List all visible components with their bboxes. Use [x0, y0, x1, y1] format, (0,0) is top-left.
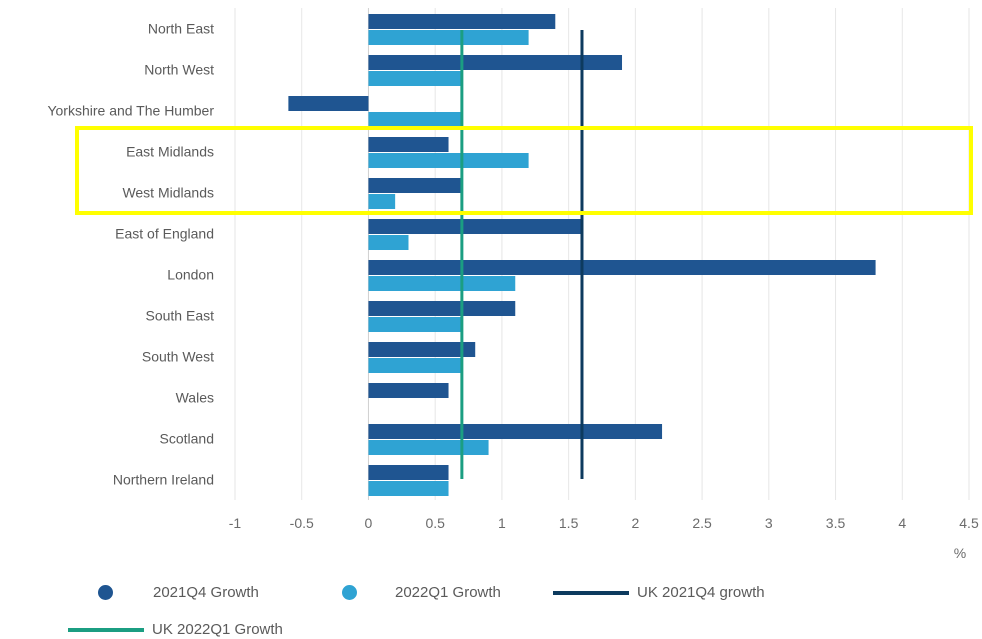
bar-2021q4[interactable]: [368, 465, 449, 480]
bar-2022q1[interactable]: [368, 235, 409, 250]
category-label: Northern Ireland: [113, 472, 214, 488]
x-tick-label: 3: [765, 515, 773, 531]
bar-2021q4[interactable]: [368, 260, 876, 275]
bar-2021q4[interactable]: [368, 301, 516, 316]
x-tick-label: 1: [498, 515, 506, 531]
x-tick-label: 2: [631, 515, 639, 531]
legend-item-2021q4[interactable]: 2021Q4 Growth: [98, 584, 259, 601]
bar-2021q4[interactable]: [368, 14, 556, 29]
bar-2021q4[interactable]: [368, 383, 449, 398]
bar-2021q4[interactable]: [368, 219, 582, 234]
bar-2022q1[interactable]: [368, 276, 516, 291]
bars: [288, 14, 876, 496]
legend-item-2022q1[interactable]: 2022Q1 Growth: [342, 584, 501, 601]
legend-dot-icon: [342, 585, 357, 600]
bar-2022q1[interactable]: [368, 112, 462, 127]
bar-2021q4[interactable]: [368, 342, 476, 357]
category-label: Yorkshire and The Humber: [47, 103, 214, 119]
bar-2022q1[interactable]: [368, 317, 462, 332]
bar-2021q4[interactable]: [368, 55, 623, 70]
bar-2021q4[interactable]: [368, 137, 449, 152]
x-tick-label: 1.5: [559, 515, 579, 531]
legend-item-uk-2022q1[interactable]: UK 2022Q1 Growth: [68, 621, 283, 638]
bar-2021q4[interactable]: [368, 178, 462, 193]
legend-dot-icon: [98, 585, 113, 600]
category-label: London: [167, 267, 214, 283]
bar-2022q1[interactable]: [368, 358, 462, 373]
x-tick-label: -0.5: [290, 515, 314, 531]
bar-2022q1[interactable]: [368, 481, 449, 496]
legend-line-icon: [553, 590, 629, 595]
bar-2022q1[interactable]: [368, 153, 529, 168]
grid-lines: [234, 8, 970, 500]
category-label: South East: [146, 308, 215, 324]
x-tick-label: 0.5: [425, 515, 445, 531]
chart: North East North West Yorkshire and The Hu…: [47, 8, 979, 561]
category-label: North West: [144, 62, 214, 78]
legend-line-icon: [68, 627, 144, 632]
x-tick-label: 0: [365, 515, 373, 531]
highlight-box: [75, 126, 973, 215]
bar-2022q1[interactable]: [368, 440, 489, 455]
x-tick-label: 3.5: [826, 515, 846, 531]
x-axis-title: %: [954, 545, 966, 561]
reference-lines: [460, 30, 584, 479]
category-label: West Midlands: [122, 185, 214, 201]
legend-label: 2021Q4 Growth: [153, 584, 259, 601]
x-axis-ticks: -1 -0.5 0 0.5 1 1.5 2 2.5 3 3.5 4 4.5: [229, 515, 979, 531]
legend-item-uk-2021q4[interactable]: UK 2021Q4 growth: [553, 584, 765, 601]
legend-label: UK 2021Q4 growth: [637, 584, 765, 601]
bar-2021q4[interactable]: [368, 424, 663, 439]
x-tick-label: 4.5: [959, 515, 979, 531]
category-label: Wales: [176, 390, 214, 406]
category-label: East Midlands: [126, 144, 214, 160]
category-label: North East: [148, 21, 214, 37]
legend: 2021Q4 Growth 2022Q1 Growth UK 2021Q4 gr…: [0, 570, 982, 639]
bar-2022q1[interactable]: [368, 71, 462, 86]
bar-2021q4[interactable]: [288, 96, 369, 111]
x-tick-label: -1: [229, 515, 242, 531]
category-labels: North East North West Yorkshire and The Hu…: [47, 21, 214, 488]
x-tick-label: 4: [898, 515, 906, 531]
category-label: East of England: [115, 226, 214, 242]
bar-2022q1[interactable]: [368, 194, 396, 209]
x-tick-label: 2.5: [692, 515, 712, 531]
bar-2022q1[interactable]: [368, 30, 529, 45]
category-label: South West: [142, 349, 214, 365]
category-label: Scotland: [160, 431, 214, 447]
legend-label: 2022Q1 Growth: [395, 584, 501, 601]
legend-label: UK 2022Q1 Growth: [152, 621, 283, 638]
